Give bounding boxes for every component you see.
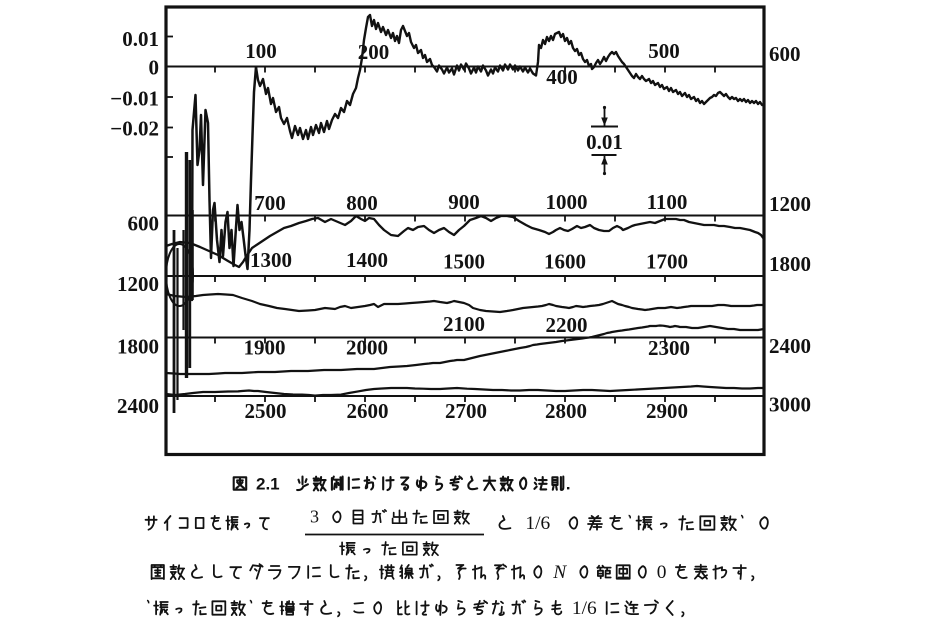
svg-text:1800: 1800: [117, 335, 159, 359]
svg-text:0: 0: [657, 562, 667, 583]
svg-text:N: N: [552, 562, 567, 583]
svg-text:2200: 2200: [546, 313, 588, 337]
svg-text:1900: 1900: [244, 336, 286, 360]
svg-text:1200: 1200: [117, 272, 159, 296]
svg-text:0.01: 0.01: [122, 27, 159, 51]
svg-text:2600: 2600: [347, 399, 389, 423]
svg-text:1200: 1200: [769, 192, 811, 216]
svg-text:600: 600: [769, 42, 801, 66]
svg-text:900: 900: [448, 190, 480, 214]
svg-text:0: 0: [149, 56, 160, 80]
svg-text:2000: 2000: [346, 336, 388, 360]
svg-text:−0.01: −0.01: [110, 87, 159, 111]
svg-text:2.1: 2.1: [256, 475, 280, 494]
svg-text:2400: 2400: [769, 334, 811, 358]
svg-text:2300: 2300: [648, 336, 690, 360]
svg-text:3: 3: [310, 507, 319, 527]
svg-text:0.01: 0.01: [586, 130, 623, 154]
svg-text:800: 800: [346, 191, 378, 215]
svg-text:1500: 1500: [443, 250, 485, 274]
svg-text:3000: 3000: [769, 393, 811, 417]
svg-text:2100: 2100: [443, 312, 485, 336]
svg-text:500: 500: [648, 39, 680, 63]
svg-text:1700: 1700: [646, 250, 688, 274]
svg-text:2700: 2700: [445, 399, 487, 423]
svg-text:2400: 2400: [117, 394, 159, 418]
svg-text:2900: 2900: [646, 399, 688, 423]
svg-text:400: 400: [546, 65, 578, 89]
svg-text:1300: 1300: [250, 248, 292, 272]
svg-text:−0.02: −0.02: [110, 117, 159, 141]
svg-text:1800: 1800: [769, 252, 811, 276]
svg-text:1600: 1600: [544, 250, 586, 274]
svg-text:600: 600: [128, 212, 160, 236]
svg-text:1/6: 1/6: [525, 513, 550, 534]
svg-text:700: 700: [254, 191, 286, 215]
svg-text:1100: 1100: [647, 190, 688, 214]
svg-text:1000: 1000: [546, 190, 588, 214]
svg-text:100: 100: [245, 39, 277, 63]
svg-text:1/6: 1/6: [572, 598, 597, 619]
svg-text:2500: 2500: [245, 399, 287, 423]
svg-text:2800: 2800: [545, 399, 587, 423]
svg-text:200: 200: [358, 40, 390, 64]
svg-text:1400: 1400: [346, 248, 388, 272]
